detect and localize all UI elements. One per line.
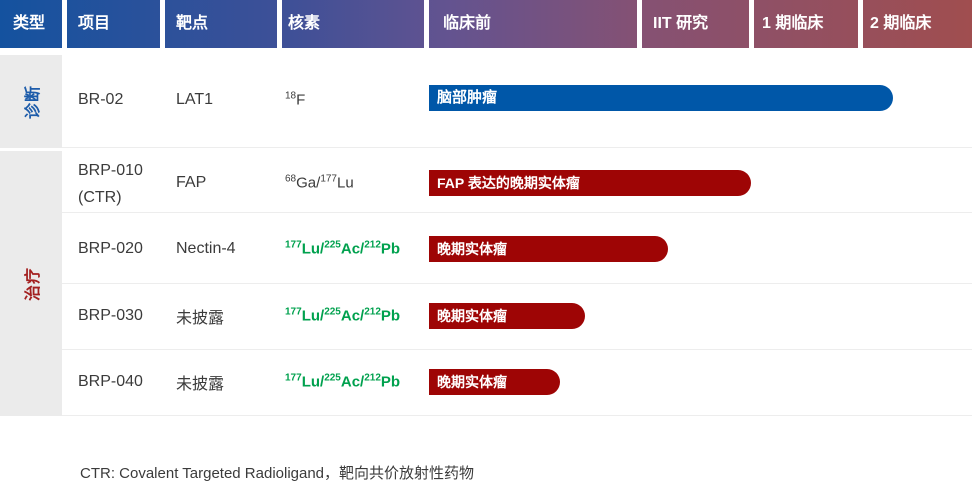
element-symbol: F xyxy=(296,91,306,109)
element-symbol: Lu xyxy=(337,174,354,192)
column-divider xyxy=(277,0,282,48)
isotope-number: 18 xyxy=(285,90,297,102)
column-divider xyxy=(160,0,165,48)
indication-label: 晚期实体瘤 xyxy=(437,308,507,324)
row-divider xyxy=(62,147,972,148)
nuclide-label: 177Lu/225Ac/212Pb xyxy=(285,372,401,391)
element-symbol: Lu/ xyxy=(301,240,325,258)
nuclide-label: 177Lu/225Ac/212Pb xyxy=(285,239,401,258)
project-name: BRP-040 xyxy=(78,373,143,390)
indication-label: 脑部肿瘤 xyxy=(437,89,498,106)
nuclide-label: 68Ga/177Lu xyxy=(285,173,354,192)
column-header-iit: IIT 研究 xyxy=(653,15,709,32)
isotope-number: 177 xyxy=(320,173,337,185)
isotope-number: 212 xyxy=(364,372,381,384)
project-name-line1: BRP-010 xyxy=(78,162,143,179)
column-header-phase2: 2 期临床 xyxy=(870,15,932,32)
group-label-diagnosis: 诊断 xyxy=(24,84,42,119)
column-header-target: 靶点 xyxy=(176,15,209,32)
isotope-number: 68 xyxy=(285,173,297,185)
column-header-project: 项目 xyxy=(78,15,111,32)
column-divider xyxy=(749,0,754,48)
row-divider xyxy=(62,212,972,213)
table-header: 类型 项目 靶点 核素 临床前 IIT 研究 1 期临床 2 期临床 xyxy=(0,0,972,48)
element-symbol: Ga/ xyxy=(296,174,321,192)
row-group-therapy: 治疗 xyxy=(0,151,62,416)
element-symbol: Pb xyxy=(380,373,401,391)
phase-progress-bar: 晚期实体瘤 xyxy=(429,369,560,395)
indication-label: FAP 表达的晚期实体瘤 xyxy=(437,175,580,191)
isotope-number: 225 xyxy=(324,239,341,251)
column-divider xyxy=(62,0,67,48)
target-name: FAP xyxy=(176,174,207,191)
target-name: LAT1 xyxy=(176,91,214,108)
element-symbol: Ac/ xyxy=(340,373,365,391)
element-symbol: Lu/ xyxy=(301,373,325,391)
phase-progress-bar: 晚期实体瘤 xyxy=(429,303,585,329)
element-symbol: Pb xyxy=(380,307,401,325)
phase-progress-bar: 晚期实体瘤 xyxy=(429,236,668,262)
phase-progress-bar: 脑部肿瘤 xyxy=(429,85,893,111)
phase-progress-bar: FAP 表达的晚期实体瘤 xyxy=(429,170,751,196)
element-symbol: Ac/ xyxy=(340,307,365,325)
element-symbol: Ac/ xyxy=(340,240,365,258)
row-group-diagnosis: 诊断 xyxy=(0,55,62,148)
target-name: 未披露 xyxy=(176,376,225,393)
column-header-preclinical: 临床前 xyxy=(443,15,492,32)
isotope-number: 177 xyxy=(285,372,302,384)
indication-label: 晚期实体瘤 xyxy=(437,241,507,257)
target-name: Nectin-4 xyxy=(176,240,236,257)
project-name-line2: (CTR) xyxy=(78,189,122,206)
footnote: CTR: Covalent Targeted Radioligand，靶向共价放… xyxy=(80,465,475,482)
isotope-number: 225 xyxy=(324,306,341,318)
row-divider xyxy=(62,415,972,416)
project-name: BRP-020 xyxy=(78,240,143,257)
isotope-number: 177 xyxy=(285,306,302,318)
row-divider xyxy=(62,349,972,350)
project-name: BRP-030 xyxy=(78,307,143,324)
column-divider xyxy=(424,0,429,48)
row-divider xyxy=(62,283,972,284)
element-symbol: Lu/ xyxy=(301,307,325,325)
column-header-phase1: 1 期临床 xyxy=(762,15,824,32)
nuclide-label: 177Lu/225Ac/212Pb xyxy=(285,306,401,325)
column-header-type: 类型 xyxy=(13,15,46,32)
project-name: BR-02 xyxy=(78,91,124,108)
isotope-number: 212 xyxy=(364,306,381,318)
project-name: BRP-010 (CTR) xyxy=(78,157,143,211)
target-name: 未披露 xyxy=(176,310,225,327)
column-divider xyxy=(858,0,863,48)
isotope-number: 177 xyxy=(285,239,302,251)
isotope-number: 225 xyxy=(324,372,341,384)
nuclide-label: 18F xyxy=(285,90,306,109)
indication-label: 晚期实体瘤 xyxy=(437,374,507,390)
column-divider xyxy=(637,0,642,48)
element-symbol: Pb xyxy=(380,240,401,258)
group-label-therapy: 治疗 xyxy=(24,266,42,301)
isotope-number: 212 xyxy=(364,239,381,251)
column-header-nuclide: 核素 xyxy=(288,15,321,32)
